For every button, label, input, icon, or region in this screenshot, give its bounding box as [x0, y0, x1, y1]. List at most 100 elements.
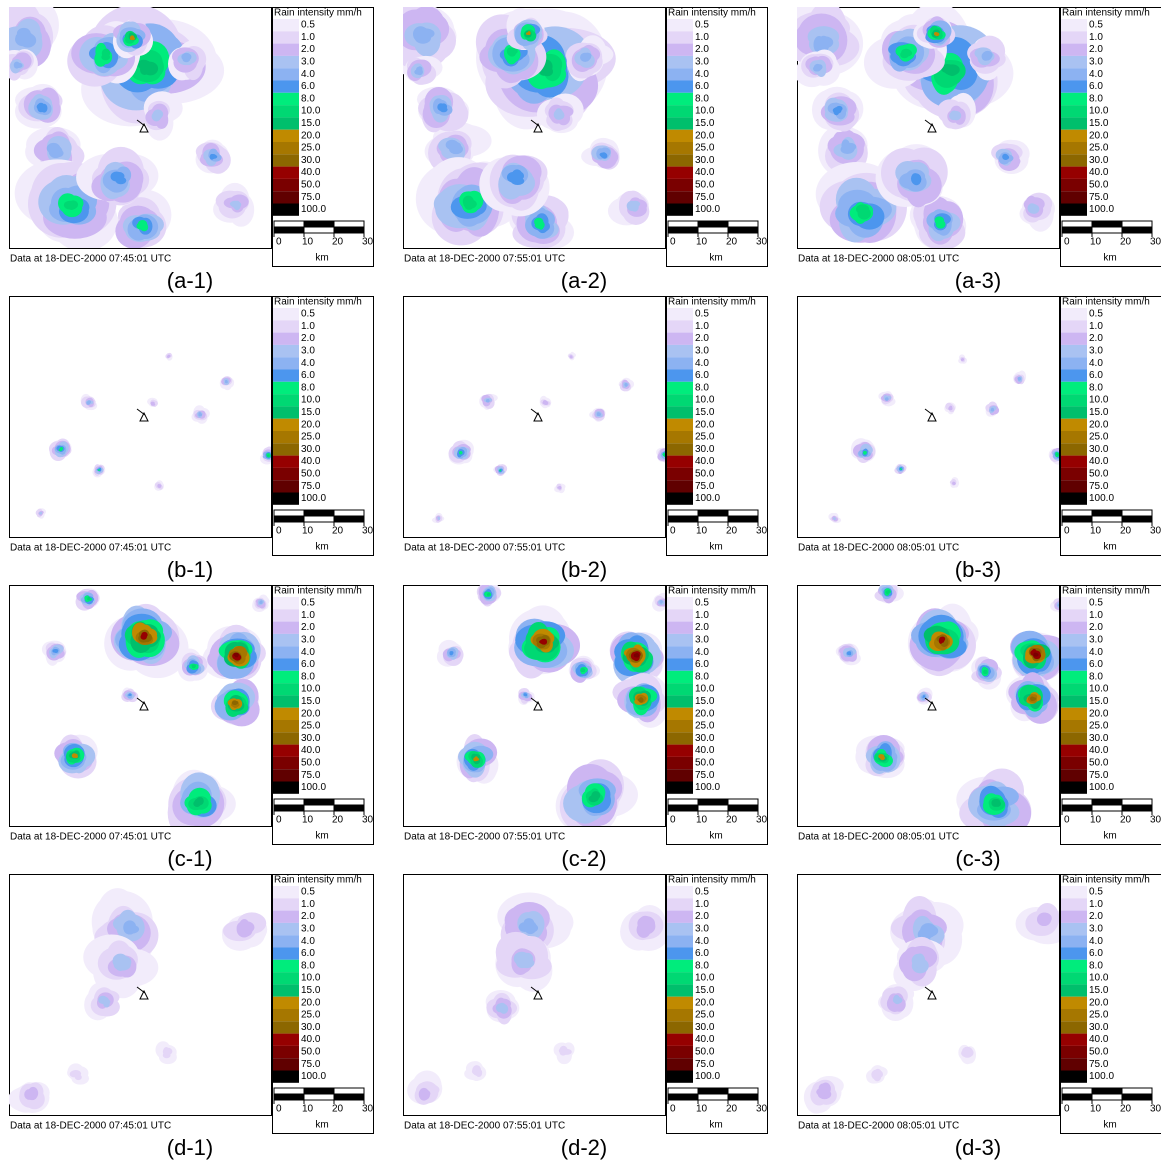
scale-segment: [668, 1088, 698, 1094]
legend-swatch: [1061, 44, 1087, 56]
legend-level: 30.0: [1089, 444, 1109, 455]
legend-level: 8.0: [695, 93, 709, 104]
legend-level: 10.0: [301, 395, 321, 406]
legend-level: 100.0: [695, 204, 720, 215]
legend-title: Rain intensity mm/h: [668, 297, 756, 308]
scale-segment: [668, 227, 698, 233]
scale-segment: [304, 1094, 334, 1100]
legend-level: 20.0: [695, 130, 715, 141]
legend-level: 40.0: [695, 456, 715, 467]
legend-level: 1.0: [1089, 32, 1103, 43]
legend-swatch: [273, 19, 299, 31]
legend-swatch: [273, 179, 299, 191]
legend-swatch: [273, 333, 299, 345]
scale-tick-label: 30: [1150, 1104, 1161, 1115]
legend-level: 100.0: [301, 204, 326, 215]
scale-segment: [334, 510, 364, 516]
legend-swatch: [273, 31, 299, 43]
legend-level: 2.0: [1089, 622, 1103, 633]
legend-swatch: [273, 1009, 299, 1021]
scale-segment: [1062, 799, 1092, 805]
scale-tick-label: 20: [332, 526, 344, 537]
legend-swatch: [1061, 960, 1087, 972]
legend-swatch: [1061, 19, 1087, 31]
legend-level: 10.0: [1089, 684, 1109, 695]
legend-swatch: [667, 997, 693, 1009]
scale-segment: [304, 799, 334, 805]
scale-segment: [1062, 221, 1092, 227]
legend-swatch: [667, 320, 693, 332]
legend-swatch: [1061, 308, 1087, 320]
legend-level: 25.0: [1089, 432, 1109, 443]
legend-swatch: [273, 382, 299, 394]
legend-title: Rain intensity mm/h: [274, 586, 362, 597]
legend-level: 25.0: [1089, 721, 1109, 732]
legend-swatch: [1061, 782, 1087, 794]
scale-tick-label: 20: [726, 1104, 738, 1115]
scale-segment: [698, 805, 728, 811]
legend-level: 8.0: [695, 382, 709, 393]
legend-level: 15.0: [695, 407, 715, 418]
panel: Data at 18-DEC-2000 07:55:01 UTC(c-2)Rai…: [404, 582, 768, 870]
scale-segment: [668, 1094, 698, 1100]
legend-level: 0.5: [695, 887, 709, 898]
legend-level: 6.0: [695, 370, 709, 381]
legend-level: 100.0: [1089, 782, 1114, 793]
legend-level: 25.0: [301, 432, 321, 443]
legend-level: 20.0: [695, 419, 715, 430]
legend-swatch: [273, 1058, 299, 1070]
legend-swatch: [273, 732, 299, 744]
legend-swatch: [667, 671, 693, 683]
scale-tick-label: 20: [1120, 237, 1132, 248]
scale-segment: [1122, 1088, 1152, 1094]
legend-title: Rain intensity mm/h: [274, 8, 362, 19]
scale-unit: km: [709, 253, 722, 264]
timestamp: Data at 18-DEC-2000 08:05:01 UTC: [798, 254, 959, 265]
legend-swatch: [1061, 646, 1087, 658]
legend-swatch: [273, 782, 299, 794]
legend-swatch: [667, 179, 693, 191]
legend-level: 2.0: [301, 333, 315, 344]
panel: Data at 18-DEC-2000 08:05:01 UTC(a-3)Rai…: [771, 1, 1161, 293]
legend-swatch: [667, 732, 693, 744]
scale-segment: [334, 1094, 364, 1100]
legend-swatch: [667, 708, 693, 720]
legend-level: 8.0: [1089, 671, 1103, 682]
legend-swatch: [273, 468, 299, 480]
legend-level: 4.0: [301, 647, 315, 658]
legend-level: 10.0: [301, 973, 321, 984]
legend-swatch: [667, 1034, 693, 1046]
scale-segment: [1122, 516, 1152, 522]
legend-title: Rain intensity mm/h: [274, 875, 362, 886]
legend-level: 40.0: [301, 456, 321, 467]
legend-swatch: [273, 191, 299, 203]
scale-tick-label: 30: [756, 526, 768, 537]
legend-swatch: [667, 886, 693, 898]
legend-swatch: [273, 972, 299, 984]
legend-level: 50.0: [301, 758, 321, 769]
timestamp: Data at 18-DEC-2000 07:55:01 UTC: [404, 1121, 565, 1132]
legend-level: 8.0: [1089, 93, 1103, 104]
legend-swatch: [667, 419, 693, 431]
legend-swatch: [1061, 167, 1087, 179]
legend-swatch: [667, 191, 693, 203]
legend-swatch: [1061, 142, 1087, 154]
timestamp: Data at 18-DEC-2000 08:05:01 UTC: [798, 1121, 959, 1132]
legend: Rain intensity mm/h0.51.02.03.04.06.08.0…: [273, 8, 374, 267]
legend-level: 4.0: [695, 647, 709, 658]
scale-segment: [304, 510, 334, 516]
legend-level: 8.0: [301, 960, 315, 971]
legend-swatch: [667, 898, 693, 910]
timestamp: Data at 18-DEC-2000 07:45:01 UTC: [10, 543, 171, 554]
legend-swatch: [273, 1071, 299, 1083]
legend-swatch: [273, 93, 299, 105]
legend-level: 30.0: [695, 1022, 715, 1033]
legend-swatch: [1061, 31, 1087, 43]
legend-level: 0.5: [695, 309, 709, 320]
legend-swatch: [667, 142, 693, 154]
legend-level: 50.0: [695, 469, 715, 480]
legend-level: 0.5: [1089, 887, 1103, 898]
scale-segment: [304, 805, 334, 811]
legend-level: 1.0: [1089, 321, 1103, 332]
timestamp: Data at 18-DEC-2000 07:45:01 UTC: [10, 254, 171, 265]
